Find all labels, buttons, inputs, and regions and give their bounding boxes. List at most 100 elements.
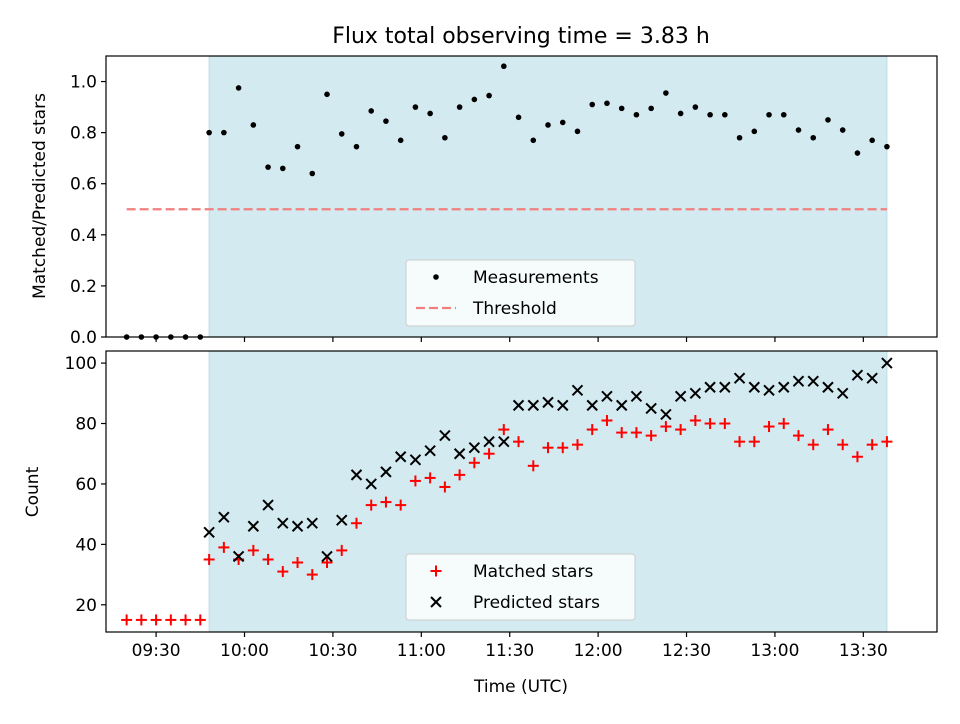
top-y-tick-label: 0.6 [70, 175, 97, 195]
matched-star-marker [321, 557, 333, 569]
matched-star-marker [571, 439, 583, 451]
matched-star-marker [881, 436, 893, 448]
top-series-measurements [123, 63, 890, 340]
measurement-point [633, 111, 640, 118]
predicted-star-marker [807, 375, 819, 387]
measurement-point [589, 101, 596, 108]
matched-star-marker [837, 439, 849, 451]
matched-star-marker [675, 424, 687, 436]
matched-star-marker [350, 517, 362, 529]
top-y-tick-label: 0.0 [70, 328, 97, 348]
matched-star-marker [395, 499, 407, 511]
matched-star-marker [822, 424, 834, 436]
predicted-star-marker [336, 514, 348, 526]
predicted-star-marker [350, 469, 363, 481]
bottom-series-matched-stars [121, 414, 893, 626]
predicted-star-marker [247, 520, 260, 532]
measurement-point [353, 143, 360, 150]
predicted-star-marker [866, 372, 878, 384]
predicted-star-marker [218, 511, 230, 523]
predicted-star-marker [719, 381, 731, 393]
predicted-star-marker [498, 435, 510, 448]
x-tick-label: 13:30 [839, 641, 888, 661]
measurement-point [751, 128, 758, 135]
matched-star-marker [734, 436, 746, 448]
predicted-star-marker [792, 375, 805, 387]
measurement-point [736, 134, 743, 141]
matched-star-marker [660, 421, 672, 433]
legend-x-marker [430, 596, 442, 608]
matched-star-marker [851, 451, 863, 463]
measurement-point [618, 105, 625, 112]
predicted-star-marker [512, 399, 525, 412]
predicted-star-marker [881, 357, 893, 369]
predicted-star-marker [674, 390, 687, 403]
matched-star-marker [557, 442, 569, 454]
measurement-point [368, 108, 375, 114]
predicted-star-marker [645, 402, 657, 415]
measurement-point [397, 137, 404, 144]
matched-star-marker [763, 421, 775, 433]
matched-star-marker [165, 614, 177, 626]
predicted-star-marker [483, 435, 495, 448]
matched-star-marker [180, 614, 192, 626]
bottom-y-tick-label: 40 [75, 535, 97, 555]
predicted-star-marker [630, 390, 643, 403]
matched-star-marker [409, 475, 421, 487]
predicted-star-marker [836, 387, 849, 400]
measurement-point [265, 164, 271, 170]
predicted-star-marker [306, 517, 318, 529]
matched-star-marker [527, 460, 539, 472]
measurement-point [221, 129, 227, 136]
measurement-point [825, 117, 831, 123]
predicted-star-marker [733, 372, 746, 384]
measurement-point [574, 128, 581, 135]
matched-star-marker [468, 457, 480, 469]
matched-star-marker [498, 424, 510, 436]
measurement-point [427, 110, 433, 117]
top-panel: 0.0 0.2 0.4 0.6 0.8 1.0 Measurements Threshold [70, 55, 938, 348]
matched-star-marker [306, 569, 318, 581]
bottom-y-tick-label: 100 [65, 354, 97, 374]
matched-star-marker [778, 418, 790, 430]
predicted-star-marker [851, 369, 864, 381]
measurement-point [235, 85, 242, 91]
matched-star-marker [807, 439, 819, 451]
bottom-y-tick-label: 60 [75, 475, 97, 495]
matched-star-marker [483, 448, 495, 460]
legend-dot-marker [433, 274, 439, 280]
bottom-axes-frame [105, 350, 938, 633]
top-y-axis-label: Matched/Predicted stars [30, 93, 50, 299]
matched-star-marker [247, 544, 259, 556]
predicted-star-marker [203, 526, 215, 538]
top-y-tick-label: 0.4 [70, 226, 97, 246]
predicted-star-marker [453, 448, 466, 460]
top-y-tick-label: 1.0 [70, 73, 97, 93]
matched-star-marker [601, 414, 613, 426]
measurement-point [294, 143, 301, 150]
measurement-point [206, 129, 212, 136]
top-legend: Measurements Threshold [405, 259, 636, 327]
measurement-point [780, 111, 787, 118]
measurement-point [663, 90, 669, 96]
top-y-tick-label: 0.8 [70, 124, 97, 144]
matched-star-marker [365, 499, 377, 511]
measurement-point [677, 110, 684, 117]
measurement-point [869, 137, 875, 144]
x-tick-label: 12:30 [662, 641, 711, 661]
matched-star-marker [645, 430, 657, 442]
measurement-point [722, 111, 728, 118]
measurement-point [412, 104, 419, 110]
x-tick-label: 10:00 [220, 641, 269, 661]
measurement-point [324, 91, 330, 98]
measurement-point [280, 165, 286, 172]
measurement-point [795, 127, 802, 133]
measurement-point [559, 119, 566, 126]
predicted-star-marker [748, 381, 761, 393]
bottom-series-predicted-stars [203, 357, 893, 563]
predicted-star-marker [557, 399, 569, 412]
measurement-point [530, 137, 537, 144]
measurement-point [456, 104, 463, 110]
measurement-point [604, 100, 610, 107]
